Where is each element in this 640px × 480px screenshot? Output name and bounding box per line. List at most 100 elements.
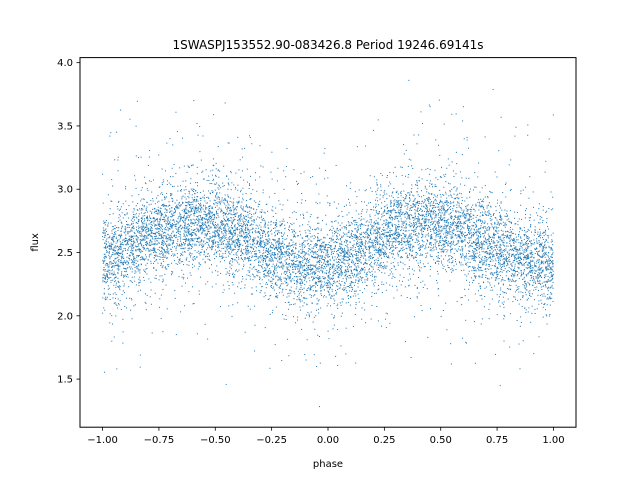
data-point [162,331,164,333]
data-point [437,257,439,259]
data-point [471,206,473,208]
data-point [362,250,364,252]
data-point [329,278,331,280]
data-point [333,303,335,304]
data-point [331,225,333,227]
data-point [165,205,167,207]
data-point [548,256,550,258]
data-point [310,252,312,254]
data-point [126,213,128,215]
data-point [288,355,290,357]
data-point [276,293,278,295]
data-point [346,245,348,247]
data-point [525,274,527,276]
data-point [146,245,148,247]
data-point [411,206,413,208]
data-point [344,233,346,235]
data-point [117,280,119,282]
data-point [287,251,289,253]
data-point [395,237,397,239]
data-point [220,187,222,189]
data-point [515,241,517,243]
data-point [173,242,175,244]
data-point [453,187,455,189]
data-point [512,253,514,255]
data-point [268,248,270,250]
data-point [512,301,514,303]
data-point [259,233,261,235]
data-point [422,240,424,242]
data-point [360,219,362,221]
data-point [248,260,250,262]
data-point [145,268,147,270]
data-point [378,253,380,255]
data-point [156,219,158,221]
data-point [409,218,411,220]
data-point [529,214,531,216]
data-point [505,260,507,262]
data-point [170,184,172,186]
data-point [238,200,240,202]
data-point [541,288,543,290]
data-point [237,302,239,304]
data-point [332,266,334,268]
data-point [194,228,196,230]
data-point [183,241,185,243]
data-point [450,201,452,203]
data-point [354,293,356,295]
data-point [213,236,215,238]
data-point [356,259,358,261]
data-point [210,212,212,214]
data-point [510,289,512,291]
data-point [237,251,239,253]
data-point [331,278,333,280]
data-point [328,270,330,272]
data-point [395,226,397,228]
data-point [343,262,345,264]
data-point [184,247,186,249]
data-point [505,224,507,226]
data-point [120,109,122,111]
data-point [333,260,335,262]
data-point [188,291,190,293]
data-point [237,240,239,242]
data-point [159,221,161,223]
data-point [260,234,262,236]
data-point [508,249,510,251]
data-point [145,183,147,185]
data-point [368,250,370,252]
data-point [539,294,541,296]
data-point [423,206,425,208]
data-point [402,232,404,234]
data-point [165,268,167,270]
data-point [245,246,247,248]
data-point [341,248,343,250]
data-point [502,233,504,235]
data-point [108,248,110,250]
data-point [345,277,347,279]
data-point [400,190,402,192]
data-point [226,175,228,177]
data-point [253,213,255,215]
data-point [321,283,323,285]
data-point [430,237,432,239]
data-point [425,205,427,207]
data-point [244,240,246,242]
data-point [503,257,505,259]
data-point [493,213,495,215]
data-point [328,338,330,340]
data-point [485,274,487,276]
data-point [455,226,457,228]
data-point [287,245,289,247]
data-point [130,250,132,252]
data-point [404,213,406,215]
data-point [432,197,434,199]
data-point [439,199,441,201]
data-point [128,255,130,257]
data-point [230,220,232,222]
data-point [198,253,200,255]
data-point [513,232,515,234]
data-point [400,209,402,211]
data-point [422,217,424,219]
data-point [397,218,399,220]
